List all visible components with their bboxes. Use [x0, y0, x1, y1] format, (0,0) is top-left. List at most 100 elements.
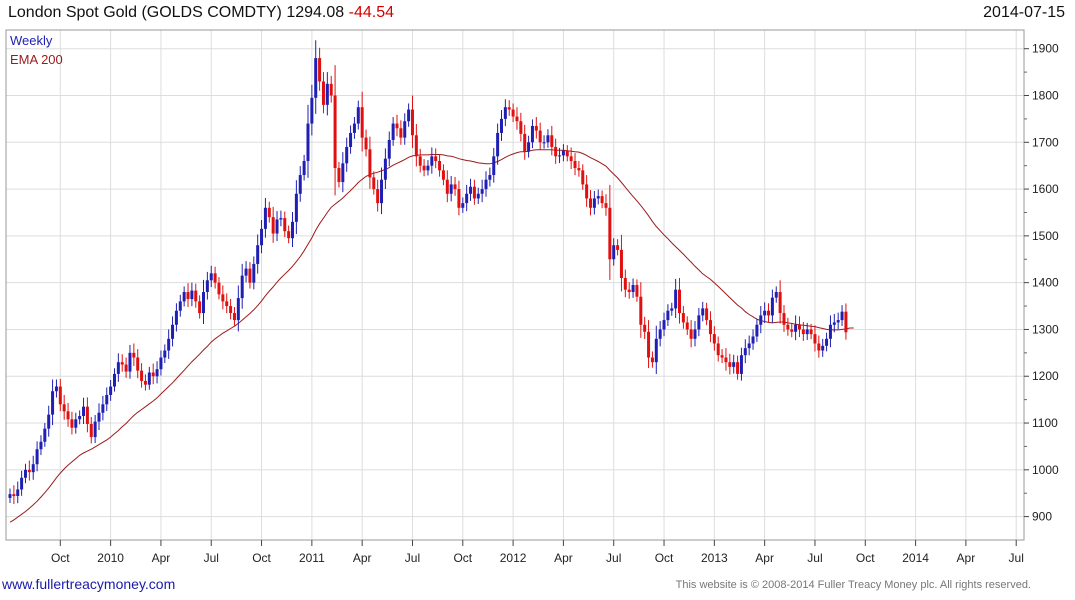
candle — [608, 184, 612, 280]
x-tick-label: 2012 — [500, 551, 527, 565]
candle — [194, 283, 198, 308]
candle — [767, 303, 771, 323]
candle — [58, 378, 62, 412]
candle — [515, 107, 519, 130]
candle — [171, 316, 175, 347]
candles-group — [8, 40, 848, 505]
candle — [484, 171, 488, 197]
x-tick-label: Oct — [856, 551, 875, 565]
y-axis: 900 1000 1100 1200 1300 1400 1500 1600 1700 1800 1… — [1024, 42, 1059, 524]
candle — [360, 91, 364, 152]
candle — [294, 180, 298, 235]
candle — [376, 179, 380, 212]
chart-date: 2014-07-15 — [983, 4, 1065, 21]
candle — [616, 239, 620, 256]
candle — [724, 348, 728, 371]
candle — [554, 138, 558, 164]
y-tick-label: 1100 — [1032, 416, 1058, 430]
candle — [438, 153, 442, 177]
candle — [93, 414, 97, 444]
candle — [705, 302, 709, 326]
x-tick-label: 2010 — [97, 551, 124, 565]
candle — [109, 379, 113, 401]
candle — [561, 144, 565, 162]
candle — [639, 282, 643, 338]
candle — [681, 306, 685, 329]
candle — [97, 403, 101, 431]
x-tick-label: 2014 — [902, 551, 929, 565]
candle — [519, 112, 523, 142]
candle — [78, 410, 82, 425]
candle — [499, 110, 503, 141]
candle — [321, 72, 325, 114]
candle — [190, 282, 194, 307]
candle — [85, 397, 89, 433]
candle — [426, 160, 430, 176]
candle — [147, 366, 151, 390]
candle — [82, 397, 86, 425]
candle — [47, 405, 51, 437]
candle — [755, 318, 759, 342]
candle — [345, 137, 349, 172]
candle — [782, 305, 786, 332]
candle — [414, 124, 418, 167]
candle — [267, 201, 271, 223]
candle — [496, 123, 500, 165]
candle — [174, 303, 178, 332]
candle — [434, 148, 438, 169]
candle — [832, 314, 836, 333]
candle — [635, 279, 639, 302]
candle — [213, 266, 217, 289]
candle — [534, 117, 538, 139]
y-tick-label: 1700 — [1032, 135, 1059, 149]
site-link[interactable]: www.fullertreacymoney.com — [2, 576, 176, 592]
candle — [202, 279, 205, 325]
candle — [542, 135, 546, 149]
candle — [62, 394, 66, 420]
candle — [774, 286, 778, 303]
candle — [252, 256, 256, 290]
candle — [817, 335, 821, 358]
candle — [403, 113, 407, 145]
candle — [8, 488, 12, 503]
candle — [658, 321, 662, 347]
candle — [364, 129, 368, 157]
candle — [550, 125, 554, 156]
candle — [368, 136, 372, 189]
candle — [670, 302, 674, 316]
candle — [43, 423, 47, 447]
candle — [627, 282, 631, 299]
candle — [244, 261, 248, 283]
candle — [650, 351, 654, 368]
candle — [229, 299, 233, 320]
candle — [728, 353, 732, 375]
candle — [569, 147, 573, 170]
candle — [577, 161, 581, 177]
candle — [275, 211, 279, 242]
candle — [701, 301, 705, 322]
candle — [66, 402, 70, 427]
candle — [325, 72, 329, 116]
candle — [472, 179, 476, 205]
candle — [23, 463, 27, 484]
title-text: London Spot Gold (GOLDS COMDTY) 1294.08 — [8, 4, 345, 21]
candle — [449, 175, 453, 202]
candle — [279, 210, 283, 227]
candle — [623, 269, 627, 298]
candle — [395, 114, 399, 137]
candle — [581, 164, 585, 190]
candle — [647, 320, 651, 369]
candle — [225, 293, 229, 314]
x-tick-label: Oct — [252, 551, 271, 565]
x-tick-label: Jul — [606, 551, 621, 565]
chart-title: London Spot Gold (GOLDS COMDTY) 1294.08 … — [8, 4, 394, 22]
candle — [530, 119, 534, 149]
candle — [263, 197, 267, 238]
candle — [507, 100, 511, 116]
candle — [736, 355, 740, 380]
candle — [124, 357, 128, 378]
candle — [240, 263, 244, 309]
candle — [271, 206, 275, 243]
x-tick-label: 2013 — [701, 551, 728, 565]
candle — [739, 347, 743, 381]
